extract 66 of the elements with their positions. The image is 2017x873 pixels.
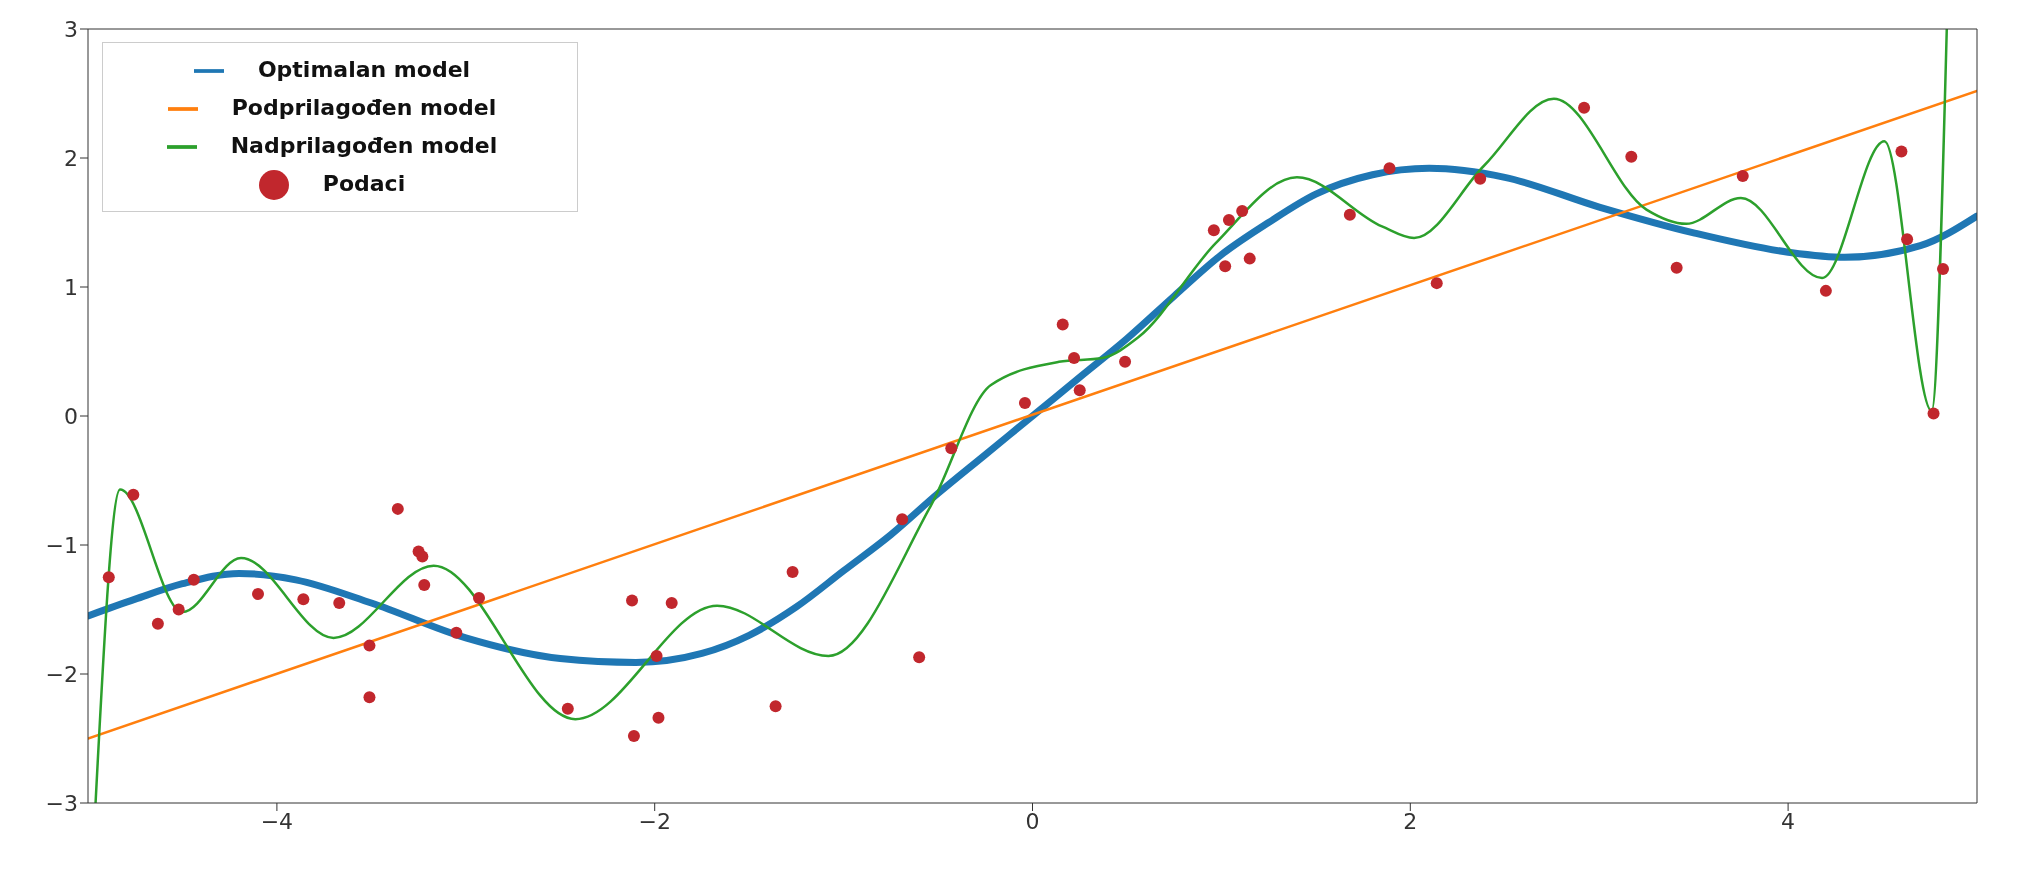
point <box>416 550 429 563</box>
point <box>1901 233 1914 246</box>
y-tick-label: 3 <box>64 16 78 42</box>
legend-label: Podprilagođen model <box>231 95 497 120</box>
point <box>896 513 909 526</box>
point <box>102 571 115 584</box>
y-tick-label: −3 <box>45 790 78 816</box>
x-tick-label: 2 <box>1403 808 1418 834</box>
point <box>650 649 663 662</box>
point <box>1927 407 1940 420</box>
point <box>1119 355 1132 368</box>
point <box>363 691 376 704</box>
point <box>363 639 376 652</box>
y-tick-label: 0 <box>64 403 78 429</box>
point <box>127 488 140 501</box>
point <box>665 597 678 610</box>
point <box>1018 397 1031 410</box>
point <box>945 442 958 455</box>
x-tick-label: −4 <box>260 808 294 834</box>
y-tick-label: −2 <box>45 661 78 687</box>
point <box>1243 252 1256 265</box>
point <box>626 594 639 607</box>
y-tick-label: 1 <box>64 274 78 300</box>
legend-label: Podaci <box>322 171 406 196</box>
point <box>1937 262 1949 275</box>
point <box>1383 162 1396 175</box>
x-tick-label: 0 <box>1025 808 1040 834</box>
point <box>561 702 574 715</box>
point <box>1236 204 1249 217</box>
point <box>450 626 463 639</box>
point <box>333 597 346 610</box>
point <box>1819 284 1832 297</box>
point <box>1068 351 1081 364</box>
line-series <box>94 29 1949 803</box>
y-tick-label: −1 <box>45 532 78 558</box>
point <box>1895 145 1908 158</box>
point <box>1736 170 1749 183</box>
point <box>1073 384 1086 397</box>
point <box>473 591 486 604</box>
point <box>1670 261 1683 274</box>
point <box>913 651 926 664</box>
point <box>391 502 404 515</box>
y-tick-label: 2 <box>64 145 78 171</box>
point <box>1474 172 1487 185</box>
point <box>1222 213 1235 226</box>
point <box>151 617 164 630</box>
point <box>1343 208 1356 221</box>
legend-label: Nadprilagođen model <box>230 133 498 158</box>
point <box>172 603 185 616</box>
point <box>297 593 310 606</box>
point <box>1207 224 1220 237</box>
point <box>418 578 431 591</box>
legend-label: Optimalan model <box>257 57 471 82</box>
point <box>627 729 640 742</box>
point <box>187 573 200 586</box>
point <box>769 700 782 713</box>
point <box>1578 101 1591 114</box>
point <box>252 588 265 601</box>
point <box>652 711 665 724</box>
point <box>1056 318 1069 331</box>
x-tick-label: −2 <box>638 808 671 834</box>
point <box>1625 150 1638 163</box>
point <box>1430 277 1443 290</box>
point <box>1219 260 1232 273</box>
point <box>786 566 799 579</box>
x-tick-label: 4 <box>1781 808 1796 834</box>
